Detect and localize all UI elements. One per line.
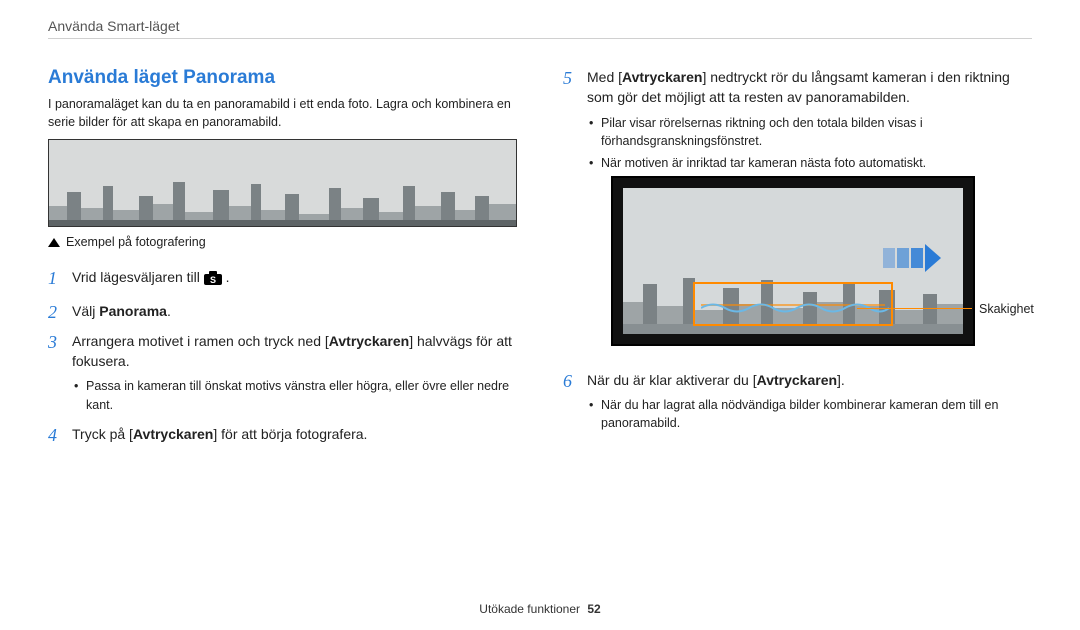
left-column: Använda läget Panorama I panoramaläget k…	[48, 67, 517, 454]
step-number: 4	[48, 422, 57, 448]
steps-list-right: 5 Med [Avtryckaren] nedtryckt rör du lån…	[563, 67, 1032, 433]
two-column-layout: Använda läget Panorama I panoramaläget k…	[48, 67, 1032, 454]
step-text: Vrid lägesväljaren till S .	[72, 269, 230, 285]
example-caption: Exempel på fotografering	[66, 235, 206, 249]
footer-section: Utökade funktioner	[479, 602, 580, 616]
page-footer: Utökade funktioner 52	[0, 602, 1080, 616]
step-1: 1 Vrid lägesväljaren till S .	[48, 267, 517, 290]
footer-page-number: 52	[587, 602, 600, 616]
divider	[48, 38, 1032, 39]
step-number: 2	[48, 299, 57, 325]
bullet-item: När du har lagrat alla nödvändiga bilder…	[589, 396, 1032, 432]
bullet-item: Pilar visar rörelsernas riktning och den…	[589, 114, 1032, 150]
step-text: Med [Avtryckaren] nedtryckt rör du långs…	[587, 69, 1010, 105]
callout-label: Skakighet	[979, 300, 1034, 318]
bullet-item: Passa in kameran till önskat motivs väns…	[74, 377, 517, 413]
direction-arrow-icon	[881, 248, 941, 272]
capture-frame-overlay	[693, 282, 893, 326]
step-number: 1	[48, 265, 57, 291]
lead-paragraph: I panoramaläget kan du ta en panoramabil…	[48, 95, 517, 131]
step-text: Tryck på [Avtryckaren] för att börja fot…	[72, 426, 367, 442]
panorama-example-image	[48, 139, 517, 227]
bullet-item: När motiven är inriktad tar kameran näst…	[589, 154, 1032, 172]
step-number: 3	[48, 329, 57, 355]
step-number: 5	[563, 65, 572, 91]
step-text: Arrangera motivet i ramen och tryck ned …	[72, 333, 512, 369]
example-caption-row: Exempel på fotografering	[48, 235, 517, 249]
section-title: Använda läget Panorama	[48, 67, 517, 89]
right-column: 5 Med [Avtryckaren] nedtryckt rör du lån…	[563, 67, 1032, 454]
callout-line	[857, 308, 972, 309]
step-5: 5 Med [Avtryckaren] nedtryckt rör du lån…	[563, 67, 1032, 346]
step-4: 4 Tryck på [Avtryckaren] för att börja f…	[48, 424, 517, 444]
step-3-bullets: Passa in kameran till önskat motivs väns…	[74, 377, 517, 413]
step-6-bullets: När du har lagrat alla nödvändiga bilder…	[589, 396, 1032, 432]
mode-dial-s-icon: S	[204, 270, 222, 290]
step-text: Välj Panorama.	[72, 303, 171, 319]
viewer-wrapper: Skakighet	[587, 176, 1032, 346]
step-2: 2 Välj Panorama.	[48, 301, 517, 321]
step-number: 6	[563, 368, 572, 394]
step-6: 6 När du är klar aktiverar du [Avtryckar…	[563, 370, 1032, 433]
document-page: Använda Smart-läget Använda läget Panora…	[0, 0, 1080, 630]
breadcrumb: Använda Smart-läget	[48, 18, 1032, 34]
step-5-bullets: Pilar visar rörelsernas riktning och den…	[589, 114, 1032, 172]
step-text: När du är klar aktiverar du [Avtryckaren…	[587, 372, 845, 388]
steps-list-left: 1 Vrid lägesväljaren till S . 2 Välj Pan…	[48, 267, 517, 444]
panorama-viewer-image	[611, 176, 975, 346]
svg-text:S: S	[210, 275, 216, 285]
step-3: 3 Arrangera motivet i ramen och tryck ne…	[48, 331, 517, 414]
triangle-up-icon	[48, 238, 60, 247]
